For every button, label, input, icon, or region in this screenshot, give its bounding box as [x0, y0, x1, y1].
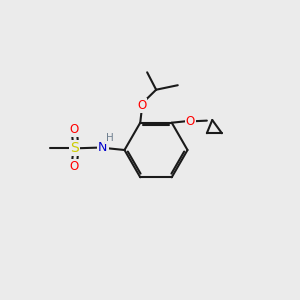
Text: O: O	[186, 115, 195, 128]
Text: O: O	[69, 160, 78, 173]
Text: O: O	[137, 99, 146, 112]
Text: S: S	[70, 141, 79, 155]
Text: O: O	[69, 123, 78, 136]
Text: N: N	[98, 141, 108, 154]
Text: H: H	[106, 133, 113, 143]
